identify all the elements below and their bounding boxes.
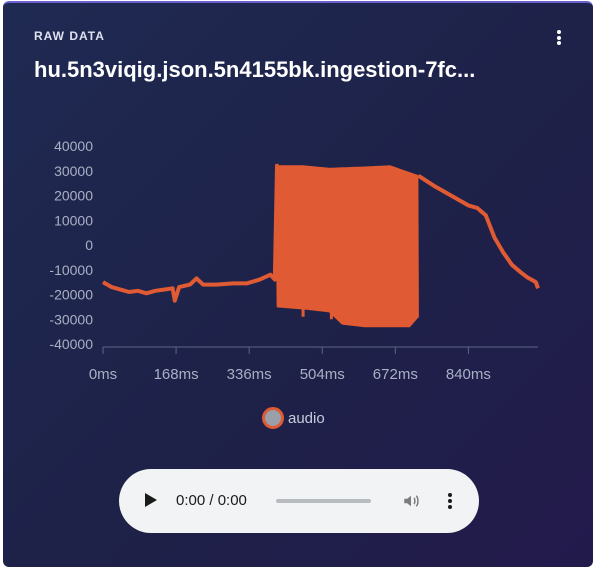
- y-tick-label: 10000: [54, 212, 93, 228]
- raw-data-card: RAW DATA hu.5n3viqig.json.5n4155bk.inges…: [3, 1, 593, 567]
- series-line-audio: [102, 163, 281, 307]
- series-tail-audio: [417, 174, 540, 289]
- y-tick-label: -30000: [49, 311, 93, 327]
- player-more-icon[interactable]: [447, 493, 453, 509]
- x-tick-label: 840ms: [446, 366, 491, 383]
- legend-item-audio[interactable]: audio: [262, 407, 325, 429]
- x-tick-label: 336ms: [227, 366, 272, 383]
- x-tick-label: 168ms: [154, 366, 199, 383]
- legend-swatch: [262, 407, 284, 429]
- legend-label: audio: [288, 409, 325, 427]
- x-tick-label: 0ms: [89, 366, 117, 383]
- y-tick-label: -10000: [49, 262, 93, 278]
- play-icon[interactable]: [145, 493, 157, 507]
- player-time: 0:00 / 0:00: [176, 492, 247, 509]
- card-eyebrow: RAW DATA: [34, 29, 105, 43]
- series-band-audio: [276, 165, 419, 328]
- y-tick-label: 0: [85, 237, 93, 253]
- y-tick-label: 20000: [54, 188, 93, 204]
- y-tick-label: -40000: [49, 336, 93, 352]
- volume-icon[interactable]: [402, 492, 420, 510]
- y-tick-label: 40000: [54, 138, 93, 154]
- x-tick-label: 504ms: [300, 366, 345, 383]
- y-tick-label: -20000: [49, 287, 93, 303]
- x-tick-label: 672ms: [373, 366, 418, 383]
- audio-chart: 40000 30000 20000 10000 0 -10000 -20000 -30000 -…: [49, 138, 540, 383]
- seek-slider[interactable]: [276, 499, 371, 503]
- audio-player: 0:00 / 0:00: [119, 469, 479, 533]
- card-title: hu.5n3viqig.json.5n4155bk.ingestion-7fc.…: [34, 57, 476, 82]
- more-vertical-icon[interactable]: [555, 30, 563, 46]
- y-tick-label: 30000: [54, 163, 93, 179]
